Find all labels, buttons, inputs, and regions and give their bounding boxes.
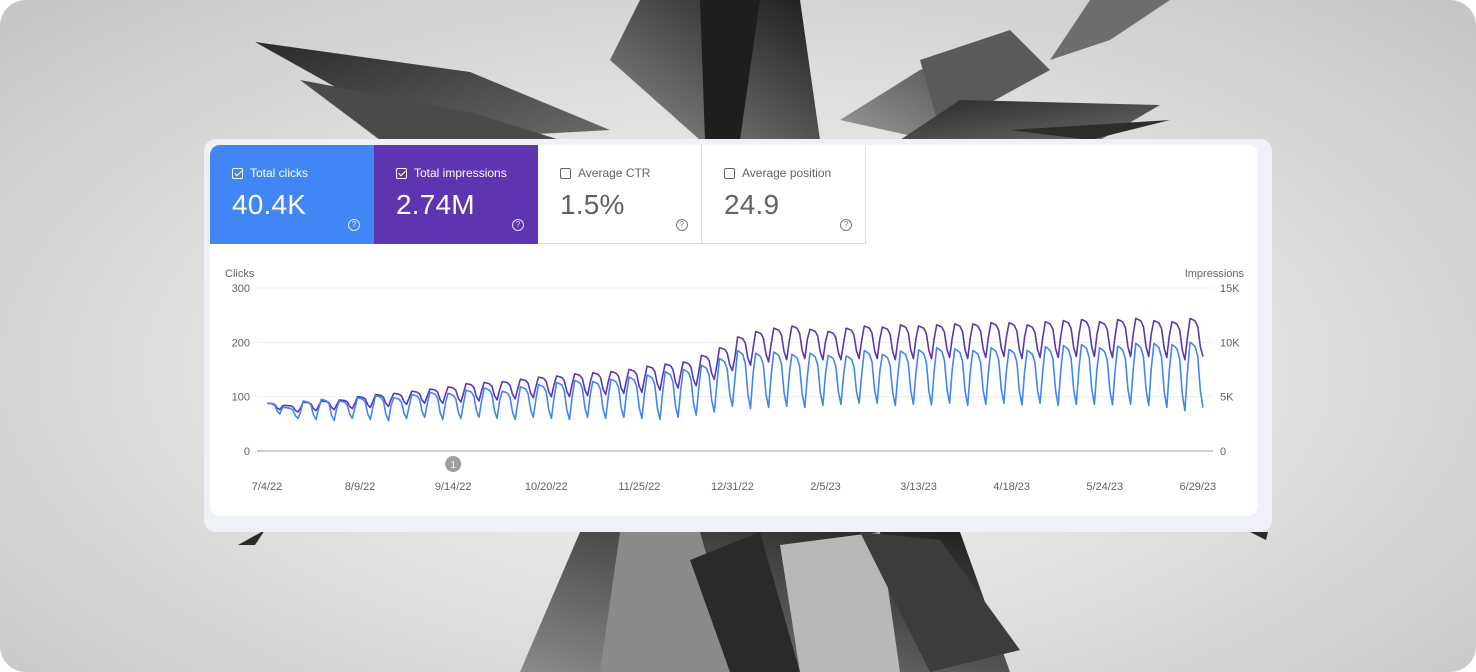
checkbox-checked-icon[interactable] <box>232 168 243 179</box>
x-axis-tick-label: 6/29/23 <box>1179 481 1216 493</box>
metric-tile-total-impressions[interactable]: Total impressions 2.74M ? <box>374 145 538 244</box>
x-axis-tick-label: 4/18/23 <box>993 481 1030 493</box>
right-axis-title: Impressions <box>1185 268 1245 280</box>
right-axis-tick-label: 10K <box>1220 337 1240 349</box>
x-axis-tick-label: 10/20/22 <box>525 481 568 493</box>
x-axis-tick-label: 9/14/22 <box>435 481 472 493</box>
metric-tiles: Total clicks 40.4K ? Total impressions 2… <box>210 145 866 244</box>
x-axis-tick-label: 12/31/22 <box>711 481 754 493</box>
metric-label: Total impressions <box>414 166 507 180</box>
annotation-marker[interactable]: 1 <box>445 456 462 472</box>
metric-value: 2.74M <box>396 189 475 220</box>
left-axis-tick-label: 0 <box>244 446 250 458</box>
x-axis-tick-label: 8/9/22 <box>345 481 376 493</box>
x-axis-tick-label: 7/4/22 <box>252 481 283 493</box>
gridlines <box>257 287 1213 452</box>
x-axis-tick-label: 11/25/22 <box>618 481 660 493</box>
series-line-impressions <box>266 317 1204 413</box>
checkbox-checked-icon[interactable] <box>396 168 407 179</box>
annotation-label: 1 <box>450 460 456 471</box>
series-line-clicks <box>266 341 1204 422</box>
metric-value: 1.5% <box>560 189 625 220</box>
right-axis-ticks: 0 5K 10K 15K <box>1220 283 1240 458</box>
annotation-badge <box>445 456 462 472</box>
metric-label: Average position <box>742 166 832 180</box>
right-axis-tick-label: 15K <box>1220 283 1240 295</box>
metric-label: Total clicks <box>250 166 309 180</box>
x-axis-tick-label: 5/24/23 <box>1086 481 1123 493</box>
left-axis-tick-label: 100 <box>232 392 250 404</box>
x-axis-ticks: 7/4/22 8/9/22 9/14/22 10/20/22 11/25/22 12/31… <box>252 481 1216 493</box>
x-axis-tick-label: 3/13/23 <box>900 481 937 493</box>
checkbox-unchecked-icon[interactable] <box>724 168 735 179</box>
left-axis-ticks: 0 100 200 300 <box>232 283 250 458</box>
help-icon[interactable]: ? <box>676 219 688 231</box>
help-icon[interactable]: ? <box>512 219 524 231</box>
right-axis-tick-label: 0 <box>1220 446 1226 458</box>
left-axis-tick-label: 300 <box>232 283 250 295</box>
metric-value: 24.9 <box>724 189 780 220</box>
performance-card: Total clicks 40.4K ? Total impressions 2… <box>210 145 1258 516</box>
x-axis-tick-label: 2/5/23 <box>810 481 841 493</box>
metric-tile-average-ctr[interactable]: Average CTR 1.5% ? <box>538 145 702 244</box>
metric-label: Average CTR <box>578 166 651 180</box>
metric-tile-average-position[interactable]: Average position 24.9 ? <box>702 145 866 244</box>
metric-value: 40.4K <box>232 189 307 220</box>
checkbox-unchecked-icon[interactable] <box>560 168 571 179</box>
help-icon[interactable]: ? <box>348 219 360 231</box>
left-axis-title: Clicks <box>225 268 255 280</box>
help-icon[interactable]: ? <box>840 219 852 231</box>
right-axis-tick-label: 5K <box>1220 392 1234 404</box>
metric-tile-total-clicks[interactable]: Total clicks 40.4K ? <box>210 145 374 244</box>
series-lines <box>266 317 1204 422</box>
left-axis-tick-label: 200 <box>232 337 250 349</box>
